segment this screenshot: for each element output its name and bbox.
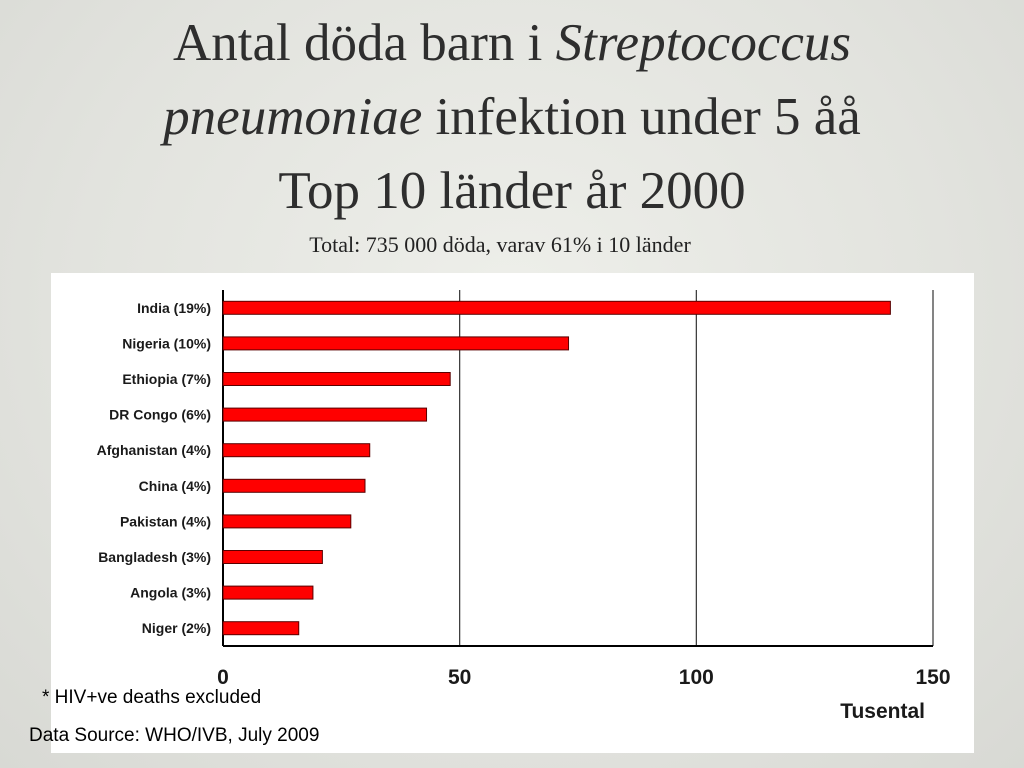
title-species-genus: Streptococcus — [555, 14, 851, 72]
bar — [222, 514, 352, 529]
chart-panel: India (19%) Nigeria (10%) Ethiopia (7%) DR … — [29, 273, 974, 753]
bar — [222, 407, 428, 422]
bar — [222, 478, 366, 493]
bar — [222, 550, 323, 564]
category-label: China (4%) — [139, 478, 211, 494]
title-line-1-text: Antal döda barn i — [172, 14, 556, 72]
bar — [222, 621, 300, 636]
category-label: Pakistan (4%) — [120, 513, 211, 529]
category-label: Bangladesh (3%) — [98, 549, 211, 565]
category-label: Nigeria (10%) — [122, 335, 211, 351]
category-label: Niger (2%) — [142, 620, 211, 636]
title-species-name: pneumoniae — [163, 88, 423, 146]
slide-subtitle: Total: 735 000 döda, varav 61% i 10 länd… — [309, 232, 691, 257]
category-label: Afghanistan (4%) — [97, 442, 211, 458]
bar — [222, 300, 891, 315]
category-label: India (19%) — [137, 300, 211, 316]
x-tick-label: 50 — [448, 666, 471, 689]
bar — [222, 443, 371, 458]
x-tick-label: 0 — [217, 666, 229, 689]
category-label: Ethiopia (7%) — [122, 371, 211, 387]
data-source: Data Source: WHO/IVB, July 2009 — [29, 725, 320, 746]
category-label: DR Congo (6%) — [109, 407, 211, 423]
title-line-1: Antal döda barn i Streptococcus — [0, 6, 1024, 80]
category-label: Angola (3%) — [130, 585, 211, 601]
slide-title: Antal döda barn i Streptococcus pneumoni… — [0, 6, 1024, 228]
x-tick-label: 150 — [915, 666, 950, 689]
footnote: * HIV+ve deaths excluded — [42, 687, 262, 708]
title-line-2: pneumoniae infektion under 5 åå — [0, 80, 1024, 154]
bar — [222, 372, 451, 386]
title-line-3: Top 10 länder år 2000 — [278, 162, 746, 220]
title-line-2-text: infektion under 5 åå — [422, 88, 861, 146]
bar — [222, 336, 570, 351]
x-tick-label: 100 — [679, 666, 714, 689]
bar — [222, 585, 314, 600]
bar-chart: India (19%) Nigeria (10%) Ethiopia (7%) DR … — [97, 290, 951, 723]
x-axis-title: Tusental — [840, 700, 925, 723]
